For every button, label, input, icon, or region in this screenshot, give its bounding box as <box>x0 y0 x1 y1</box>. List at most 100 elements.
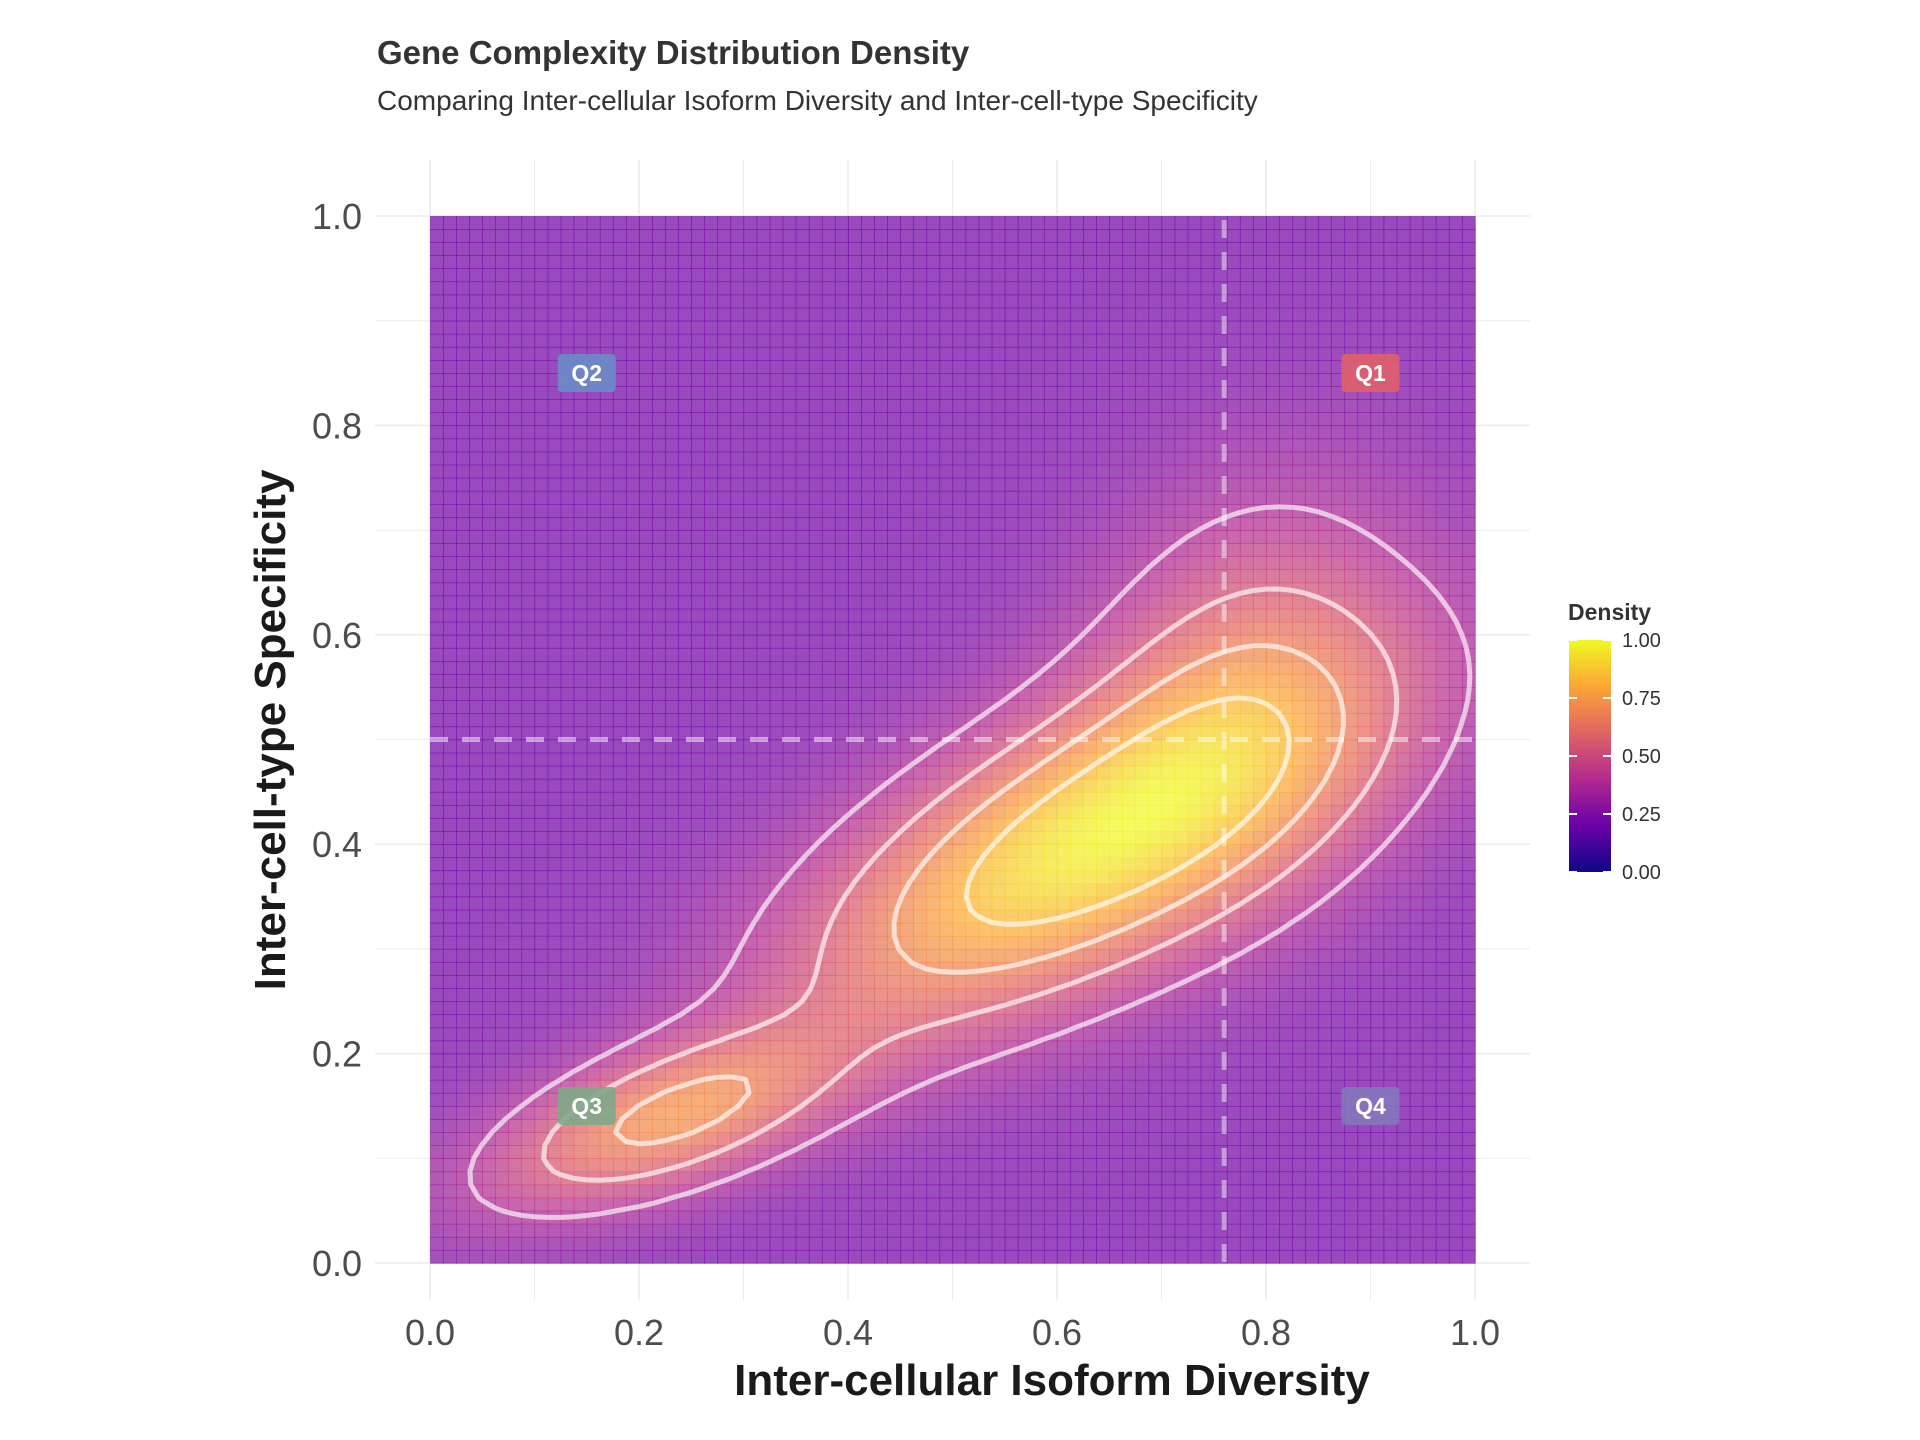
heatmap-tile <box>861 909 875 924</box>
heatmap-tile <box>1030 857 1045 872</box>
heatmap-tile <box>1213 975 1228 989</box>
heatmap-tile <box>1357 1236 1372 1251</box>
heatmap-tile <box>573 988 588 1002</box>
heatmap-tile <box>534 700 549 715</box>
heatmap-tile <box>1318 870 1333 885</box>
heatmap-tile <box>1174 1236 1189 1251</box>
heatmap-tile <box>978 922 993 937</box>
heatmap-tile <box>456 530 470 544</box>
heatmap-tile <box>1318 1040 1333 1055</box>
heatmap-tile <box>848 700 862 715</box>
heatmap-tile <box>652 935 666 950</box>
heatmap-tile <box>612 647 627 662</box>
heatmap-tile <box>1017 975 1032 989</box>
heatmap-tile <box>887 464 901 479</box>
heatmap-tile <box>952 831 967 845</box>
heatmap-tile <box>782 621 797 636</box>
heatmap-tile <box>900 1184 915 1199</box>
heatmap-tile <box>756 791 771 806</box>
heatmap-tile <box>926 451 941 466</box>
heatmap-tile <box>900 1249 915 1264</box>
heatmap-tile <box>913 791 928 806</box>
heatmap-tile <box>443 595 457 610</box>
heatmap-tile <box>913 778 928 793</box>
heatmap-tile <box>782 922 797 937</box>
heatmap-tile <box>1148 1249 1163 1264</box>
heatmap-tile <box>1057 687 1071 701</box>
heatmap-tile <box>456 778 470 793</box>
heatmap-tile <box>443 1132 457 1146</box>
heatmap-tile <box>1461 556 1476 571</box>
heatmap-tile <box>1030 477 1045 492</box>
heatmap-tile <box>652 1079 666 1094</box>
heatmap-tile <box>1422 674 1437 688</box>
heatmap-tile <box>1135 1119 1150 1133</box>
heatmap-tile <box>717 948 732 963</box>
heatmap-tile <box>1318 1066 1333 1081</box>
heatmap-tile <box>495 1236 510 1251</box>
heatmap-tile <box>1422 490 1437 505</box>
heatmap-tile <box>678 556 692 571</box>
heatmap-tile <box>874 948 888 963</box>
heatmap-tile <box>639 687 653 701</box>
heatmap-tile <box>769 857 784 872</box>
heatmap-tile <box>1461 503 1476 518</box>
heatmap-tile <box>1357 687 1372 701</box>
heatmap-tile <box>1435 883 1450 898</box>
heatmap-tile <box>874 687 888 701</box>
heatmap-tile <box>652 1249 666 1264</box>
heatmap-tile <box>1017 1132 1032 1146</box>
heatmap-tile <box>1109 752 1124 767</box>
heatmap-tile <box>848 1223 862 1238</box>
heatmap-tile <box>900 739 915 754</box>
heatmap-tile <box>1305 1066 1319 1081</box>
heatmap-tile <box>482 831 497 845</box>
heatmap-tile <box>991 634 1006 649</box>
heatmap-tile <box>482 961 497 976</box>
heatmap-tile <box>560 700 575 715</box>
heatmap-tile <box>1187 870 1202 885</box>
heatmap-tile <box>430 1171 444 1186</box>
heatmap-tile <box>443 948 457 963</box>
heatmap-tile <box>1135 1092 1150 1107</box>
heatmap-tile <box>939 870 954 885</box>
heatmap-tile <box>1004 634 1019 649</box>
heatmap-tile <box>978 883 993 898</box>
heatmap-tile <box>717 621 732 636</box>
heatmap-tile <box>1200 477 1215 492</box>
heatmap-tile <box>586 1132 601 1146</box>
heatmap-tile <box>1161 818 1176 832</box>
heatmap-tile <box>1083 1171 1097 1186</box>
heatmap-tile <box>1344 477 1359 492</box>
heatmap-tile <box>1200 988 1215 1002</box>
heatmap-tile <box>756 687 771 701</box>
heatmap-tile <box>795 804 810 819</box>
heatmap-tile <box>1318 543 1333 557</box>
heatmap-tile <box>1409 1079 1424 1094</box>
heatmap-tile <box>678 1092 692 1107</box>
heatmap-tile <box>1266 765 1280 780</box>
heatmap-tile <box>521 1145 536 1159</box>
heatmap-tile <box>939 1105 954 1120</box>
heatmap-tile <box>926 1171 941 1186</box>
heatmap-tile <box>1109 844 1124 858</box>
heatmap-tile <box>678 975 692 989</box>
heatmap-tile <box>1318 791 1333 806</box>
heatmap-tile <box>1461 582 1476 597</box>
heatmap-tile <box>495 1079 510 1094</box>
heatmap-tile <box>1174 1105 1189 1120</box>
heatmap-tile <box>1174 988 1189 1002</box>
heatmap-tile <box>508 948 523 963</box>
heatmap-tile <box>1187 1053 1202 1068</box>
heatmap-tile <box>821 647 836 662</box>
heatmap-tile <box>704 896 719 911</box>
heatmap-tile <box>1187 1066 1202 1081</box>
heatmap-tile <box>1200 1197 1215 1212</box>
heatmap-tile <box>808 1210 823 1225</box>
heatmap-tile <box>1239 621 1254 636</box>
heatmap-tile <box>1435 1145 1450 1159</box>
heatmap-tile <box>573 752 588 767</box>
heatmap-tile <box>1252 674 1267 688</box>
heatmap-tile <box>1135 831 1150 845</box>
heatmap-tile <box>1174 503 1189 518</box>
